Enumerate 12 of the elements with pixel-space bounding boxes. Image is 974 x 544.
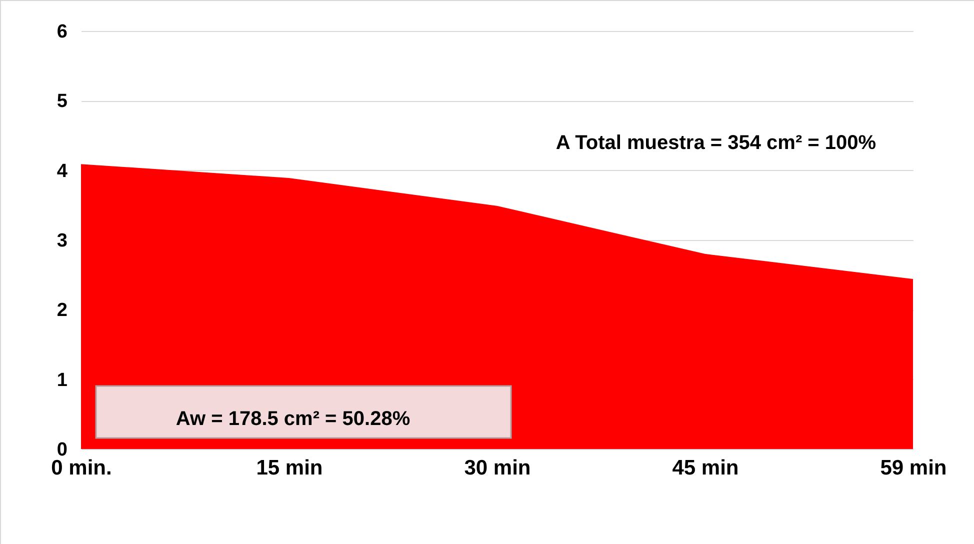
y-tick-label: 2	[56, 300, 68, 322]
annotation: Aw = 178.5 cm² = 50.28%	[176, 408, 410, 430]
y-tick-label: 5	[56, 91, 68, 112]
y-tick-label: 3	[56, 230, 68, 252]
y-tick-label: 1	[56, 370, 68, 391]
x-tick-label: 45 min	[672, 456, 739, 480]
annotation: A Total muestra = 354 cm² = 100%	[556, 132, 876, 154]
x-tick-label: 30 min	[464, 456, 531, 480]
x-tick-label: 15 min	[256, 456, 323, 480]
y-tick-label: 6	[56, 22, 68, 42]
y-tick-label: 4	[56, 160, 68, 182]
x-tick-label: 59 min	[880, 456, 947, 480]
